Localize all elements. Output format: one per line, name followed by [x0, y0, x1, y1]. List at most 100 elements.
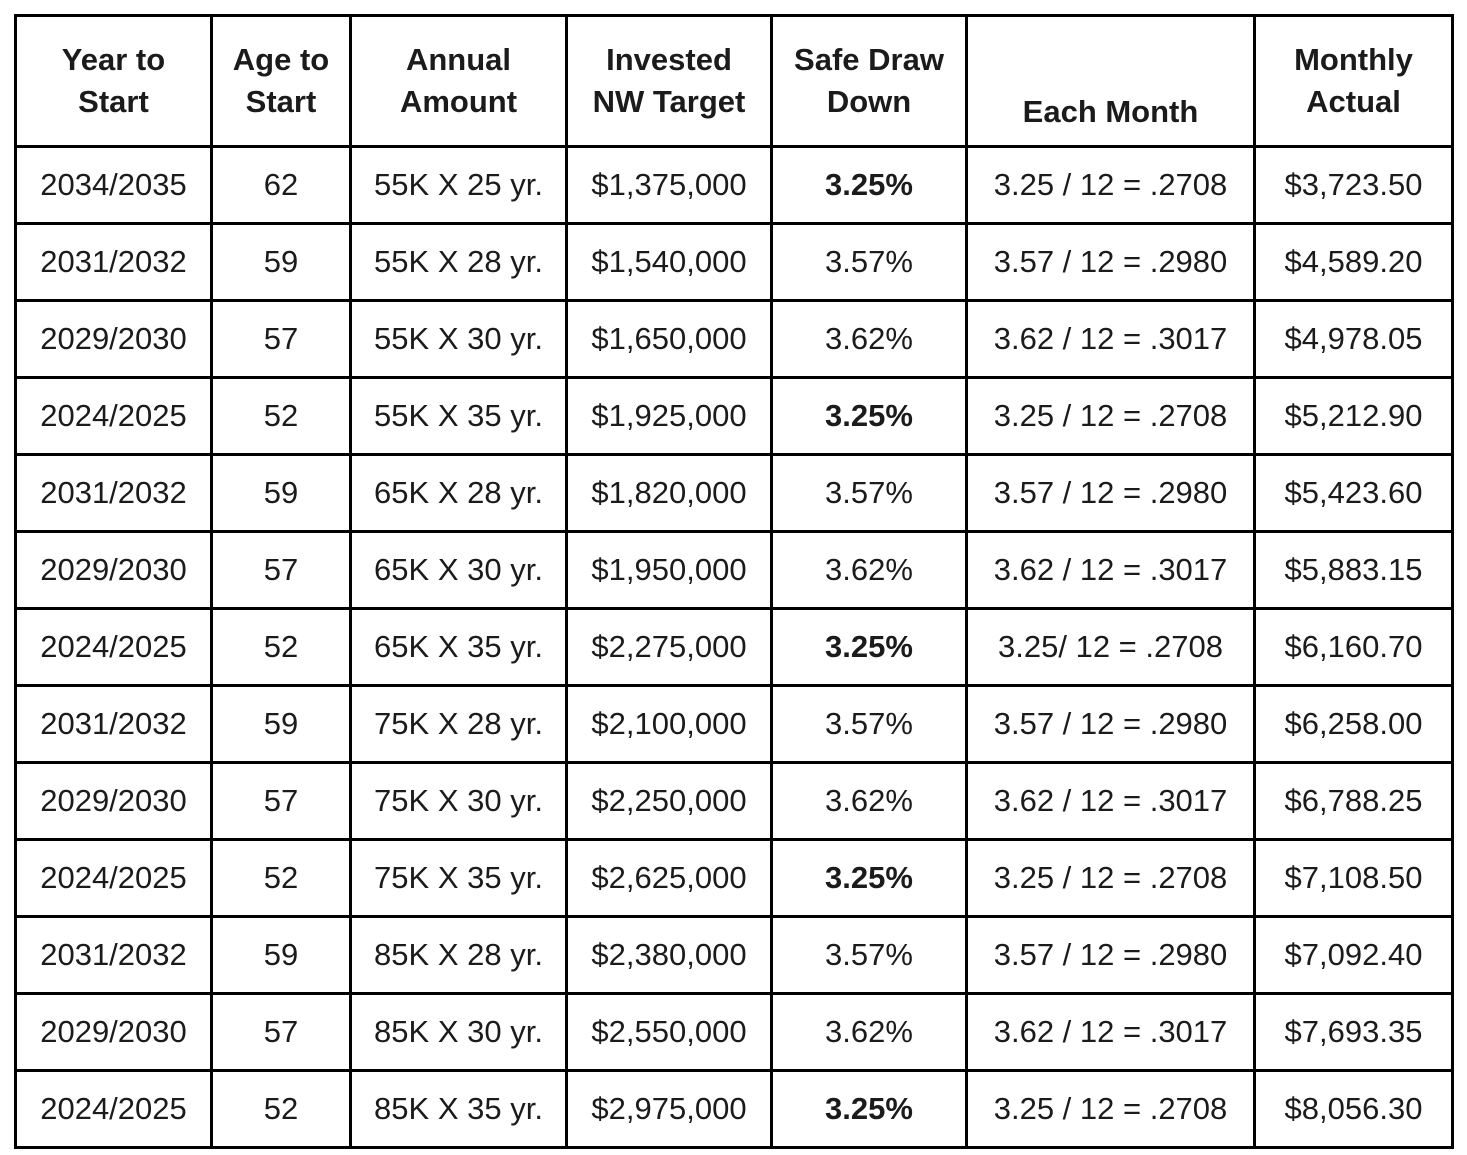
cell-safe-draw-down: 3.57% — [770, 915, 968, 995]
cell-annual-amount: 75K X 28 yr. — [349, 684, 568, 764]
cell-safe-draw-down: 3.62% — [770, 761, 968, 841]
cell-each-month: 3.62 / 12 = .3017 — [965, 299, 1256, 379]
cell-age-to-start: 57 — [210, 299, 352, 379]
cell-year-to-start: 2029/2030 — [14, 992, 213, 1072]
cell-invested-nw-target: $1,950,000 — [565, 530, 773, 610]
cell-monthly-actual: $6,160.70 — [1253, 607, 1454, 687]
cell-age-to-start: 52 — [210, 838, 352, 918]
cell-year-to-start: 2024/2025 — [14, 376, 213, 456]
cell-age-to-start: 52 — [210, 376, 352, 456]
cell-age-to-start: 62 — [210, 145, 352, 225]
cell-year-to-start: 2031/2032 — [14, 684, 213, 764]
cell-invested-nw-target: $2,380,000 — [565, 915, 773, 995]
cell-safe-draw-down: 3.25% — [770, 607, 968, 687]
cell-each-month: 3.25/ 12 = .2708 — [965, 607, 1256, 687]
cell-year-to-start: 2034/2035 — [14, 145, 213, 225]
cell-year-to-start: 2031/2032 — [14, 915, 213, 995]
cell-invested-nw-target: $1,820,000 — [565, 453, 773, 533]
table-row: 2029/2030 57 65K X 30 yr. $1,950,000 3.6… — [14, 530, 1454, 610]
cell-invested-nw-target: $2,625,000 — [565, 838, 773, 918]
header-safe-draw-down: Safe Draw Down — [770, 14, 968, 148]
table-row: 2031/2032 59 55K X 28 yr. $1,540,000 3.5… — [14, 222, 1454, 302]
cell-safe-draw-down: 3.25% — [770, 838, 968, 918]
table-row: 2024/2025 52 55K X 35 yr. $1,925,000 3.2… — [14, 376, 1454, 456]
table-row: 2024/2025 52 75K X 35 yr. $2,625,000 3.2… — [14, 838, 1454, 918]
cell-annual-amount: 65K X 30 yr. — [349, 530, 568, 610]
cell-annual-amount: 55K X 28 yr. — [349, 222, 568, 302]
table-row: 2024/2025 52 85K X 35 yr. $2,975,000 3.2… — [14, 1069, 1454, 1149]
cell-invested-nw-target: $2,250,000 — [565, 761, 773, 841]
header-invested-nw-target: Invested NW Target — [565, 14, 773, 148]
cell-invested-nw-target: $2,550,000 — [565, 992, 773, 1072]
cell-monthly-actual: $7,693.35 — [1253, 992, 1454, 1072]
cell-each-month: 3.25 / 12 = .2708 — [965, 838, 1256, 918]
cell-year-to-start: 2024/2025 — [14, 1069, 213, 1149]
cell-annual-amount: 65K X 28 yr. — [349, 453, 568, 533]
cell-annual-amount: 85K X 28 yr. — [349, 915, 568, 995]
table-row: 2031/2032 59 85K X 28 yr. $2,380,000 3.5… — [14, 915, 1454, 995]
cell-monthly-actual: $8,056.30 — [1253, 1069, 1454, 1149]
table-row: 2029/2030 57 55K X 30 yr. $1,650,000 3.6… — [14, 299, 1454, 379]
cell-annual-amount: 65K X 35 yr. — [349, 607, 568, 687]
cell-safe-draw-down: 3.57% — [770, 684, 968, 764]
cell-invested-nw-target: $1,925,000 — [565, 376, 773, 456]
cell-each-month: 3.25 / 12 = .2708 — [965, 1069, 1256, 1149]
cell-annual-amount: 55K X 25 yr. — [349, 145, 568, 225]
cell-each-month: 3.62 / 12 = .3017 — [965, 761, 1256, 841]
cell-invested-nw-target: $1,375,000 — [565, 145, 773, 225]
cell-invested-nw-target: $1,650,000 — [565, 299, 773, 379]
cell-annual-amount: 75K X 30 yr. — [349, 761, 568, 841]
cell-safe-draw-down: 3.62% — [770, 299, 968, 379]
cell-safe-draw-down: 3.25% — [770, 1069, 968, 1149]
cell-safe-draw-down: 3.57% — [770, 222, 968, 302]
cell-invested-nw-target: $2,275,000 — [565, 607, 773, 687]
cell-each-month: 3.25 / 12 = .2708 — [965, 376, 1256, 456]
cell-each-month: 3.62 / 12 = .3017 — [965, 992, 1256, 1072]
cell-each-month: 3.62 / 12 = .3017 — [965, 530, 1256, 610]
cell-annual-amount: 55K X 30 yr. — [349, 299, 568, 379]
cell-invested-nw-target: $1,540,000 — [565, 222, 773, 302]
table-body: 2034/2035 62 55K X 25 yr. $1,375,000 3.2… — [14, 145, 1454, 1149]
cell-annual-amount: 75K X 35 yr. — [349, 838, 568, 918]
retirement-drawdown-table: Year to Start Age to Start Annual Amount… — [14, 14, 1454, 1149]
table-row: 2031/2032 59 65K X 28 yr. $1,820,000 3.5… — [14, 453, 1454, 533]
cell-age-to-start: 57 — [210, 530, 352, 610]
cell-year-to-start: 2024/2025 — [14, 838, 213, 918]
cell-monthly-actual: $3,723.50 — [1253, 145, 1454, 225]
cell-year-to-start: 2029/2030 — [14, 530, 213, 610]
cell-age-to-start: 57 — [210, 992, 352, 1072]
table-row: 2034/2035 62 55K X 25 yr. $1,375,000 3.2… — [14, 145, 1454, 225]
cell-monthly-actual: $7,092.40 — [1253, 915, 1454, 995]
table-row: 2029/2030 57 75K X 30 yr. $2,250,000 3.6… — [14, 761, 1454, 841]
cell-year-to-start: 2029/2030 — [14, 299, 213, 379]
header-each-month: Each Month — [965, 14, 1256, 148]
cell-monthly-actual: $5,883.15 — [1253, 530, 1454, 610]
cell-monthly-actual: $6,788.25 — [1253, 761, 1454, 841]
cell-annual-amount: 85K X 35 yr. — [349, 1069, 568, 1149]
header-year-to-start: Year to Start — [14, 14, 213, 148]
header-annual-amount: Annual Amount — [349, 14, 568, 148]
cell-monthly-actual: $7,108.50 — [1253, 838, 1454, 918]
cell-age-to-start: 52 — [210, 607, 352, 687]
cell-age-to-start: 52 — [210, 1069, 352, 1149]
cell-each-month: 3.57 / 12 = .2980 — [965, 453, 1256, 533]
cell-each-month: 3.57 / 12 = .2980 — [965, 684, 1256, 764]
cell-year-to-start: 2031/2032 — [14, 222, 213, 302]
cell-safe-draw-down: 3.25% — [770, 376, 968, 456]
table-row: 2024/2025 52 65K X 35 yr. $2,275,000 3.2… — [14, 607, 1454, 687]
cell-safe-draw-down: 3.25% — [770, 145, 968, 225]
cell-safe-draw-down: 3.57% — [770, 453, 968, 533]
cell-age-to-start: 59 — [210, 222, 352, 302]
cell-age-to-start: 59 — [210, 915, 352, 995]
cell-year-to-start: 2024/2025 — [14, 607, 213, 687]
cell-monthly-actual: $6,258.00 — [1253, 684, 1454, 764]
cell-annual-amount: 55K X 35 yr. — [349, 376, 568, 456]
cell-year-to-start: 2031/2032 — [14, 453, 213, 533]
table-row: 2029/2030 57 85K X 30 yr. $2,550,000 3.6… — [14, 992, 1454, 1072]
cell-each-month: 3.57 / 12 = .2980 — [965, 222, 1256, 302]
cell-invested-nw-target: $2,975,000 — [565, 1069, 773, 1149]
cell-each-month: 3.57 / 12 = .2980 — [965, 915, 1256, 995]
cell-year-to-start: 2029/2030 — [14, 761, 213, 841]
cell-age-to-start: 57 — [210, 761, 352, 841]
